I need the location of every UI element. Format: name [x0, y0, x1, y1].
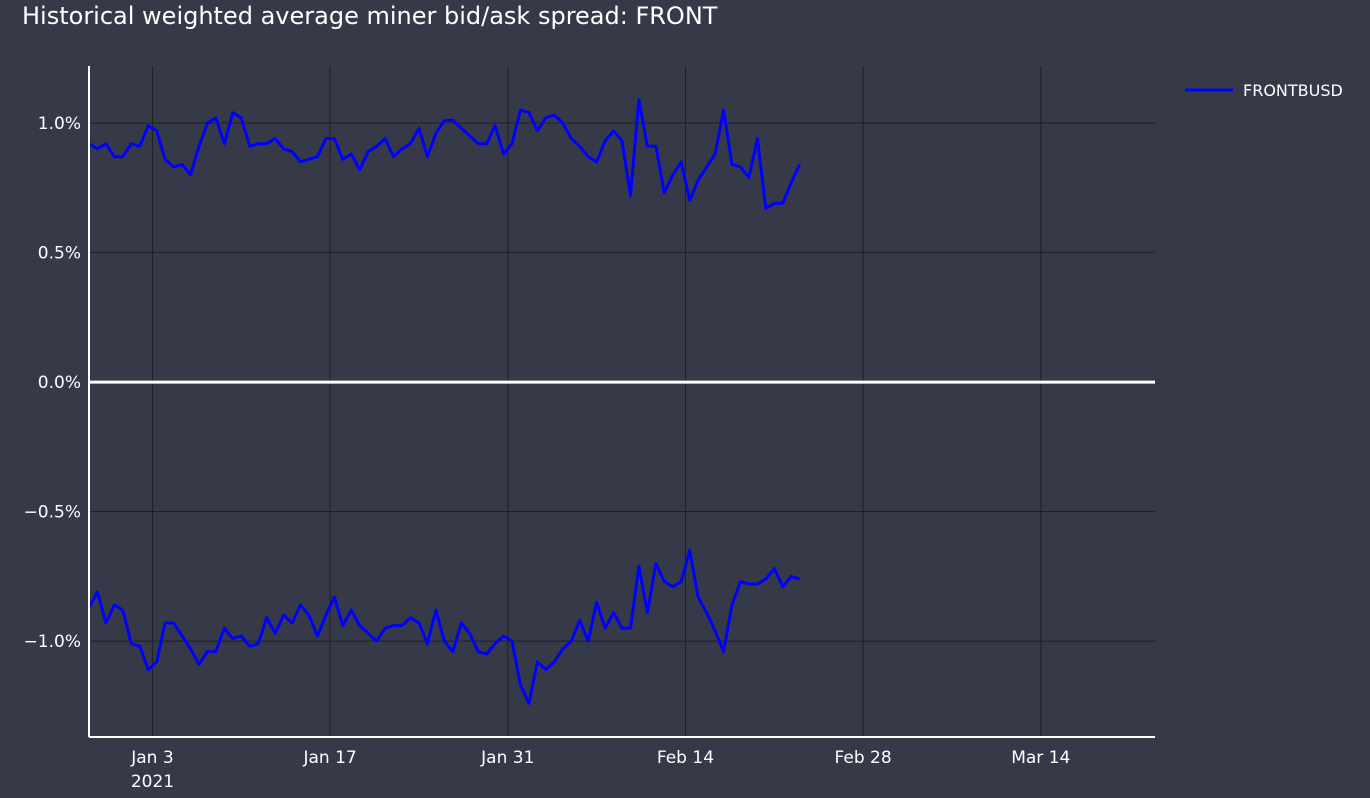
series-layer: [87, 98, 802, 705]
legend-label-frontbusd: FRONTBUSD: [1243, 81, 1343, 100]
y-tick-label: −0.5%: [24, 503, 81, 523]
x-tick-labels: Jan 3 Jan 17 Jan 31 Feb 14 Feb 28 Mar 14: [130, 748, 1070, 768]
x-year-label: 2021: [131, 772, 174, 792]
x-tick-label: Feb 14: [657, 748, 714, 768]
plot-area: [87, 66, 1155, 738]
y-tick-label: 1.0%: [38, 114, 81, 134]
x-tick-label: Mar 14: [1011, 748, 1070, 768]
series-line-bid: [87, 549, 801, 705]
x-gridlines: [151, 66, 1042, 737]
series-line-ask: [88, 98, 802, 210]
y-tick-labels: −1.0% −0.5% 0.0% 0.5% 1.0%: [24, 114, 81, 652]
y-gridlines: [89, 122, 1155, 642]
chart-title: Historical weighted average miner bid/as…: [22, 2, 718, 30]
y-tick-label: 0.5%: [38, 244, 81, 264]
x-tick-label: Jan 3: [130, 748, 173, 768]
y-tick-label: 0.0%: [38, 373, 81, 393]
x-tick-label: Jan 31: [480, 748, 534, 768]
y-tick-label: −1.0%: [24, 632, 81, 652]
x-tick-label: Feb 28: [835, 748, 892, 768]
legend[interactable]: FRONTBUSD: [1185, 81, 1343, 100]
x-tick-label: Jan 17: [302, 748, 356, 768]
